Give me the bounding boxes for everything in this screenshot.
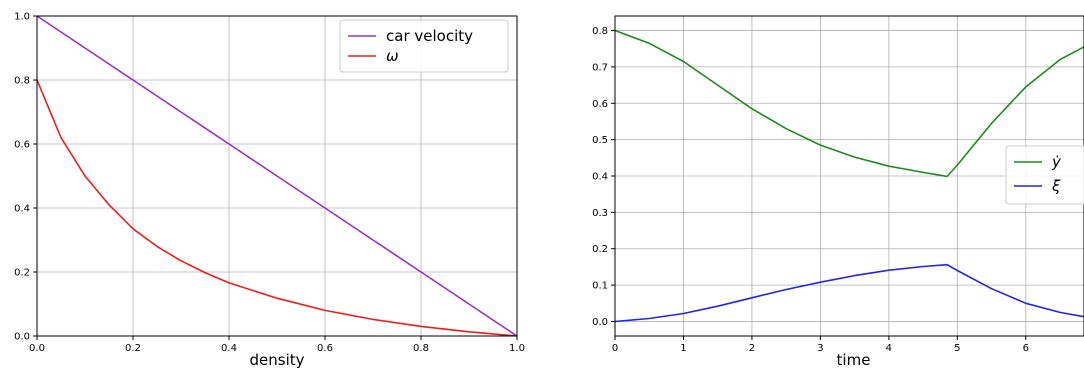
x-tick-label: 0 xyxy=(612,343,618,354)
legend-label: ẏ xyxy=(1051,153,1062,171)
legend-box xyxy=(339,19,509,73)
x-tick-label: 0.2 xyxy=(125,343,141,354)
axes-frame xyxy=(36,15,518,337)
x-tick-label: 1 xyxy=(680,343,686,354)
y-tick-label: 0.5 xyxy=(592,135,608,146)
x-tick-label: 6 xyxy=(1023,343,1029,354)
y-tick-label: 0.2 xyxy=(14,268,30,279)
legend-box xyxy=(1005,145,1084,205)
y-tick-label: 0.0 xyxy=(14,332,30,343)
x-axis-label: time xyxy=(837,351,871,369)
x-axis-label: density xyxy=(250,351,305,369)
x-tick-label: 0.0 xyxy=(29,343,45,354)
y-tick-label: 1.0 xyxy=(14,12,30,23)
legend: ẏξ xyxy=(1005,145,1084,205)
legend: car velocity ω xyxy=(339,19,509,73)
x-tick-label: 4 xyxy=(886,343,892,354)
x-tick-label: 2 xyxy=(749,343,755,354)
y-tick-label: 0.3 xyxy=(592,208,608,219)
x-tick-label: 3 xyxy=(817,343,823,354)
y-tick-label: 0.8 xyxy=(592,26,608,37)
legend-label: car velocity xyxy=(386,27,473,45)
time-chart: 0 1 2 3 4 5 6 0.0 0.1 0.2 0.3 0.4 0.5 0.6 0.7 0.8 time ẏξ xyxy=(592,15,1084,369)
density-chart: 0.0 0.2 0.4 0.6 0.8 1.0 0.0 0.2 0.4 0.6 0.8 1.0 dens… xyxy=(14,12,525,369)
x-tick-label: 0.8 xyxy=(413,343,429,354)
series-line xyxy=(36,15,518,337)
x-tick-label: 5 xyxy=(954,343,960,354)
y-tick-label: 0.0 xyxy=(592,317,608,328)
y-tick-label: 0.1 xyxy=(592,281,608,292)
legend-label: ξ xyxy=(1051,177,1061,195)
x-tick-label: 1.0 xyxy=(509,343,525,354)
y-tick-label: 0.4 xyxy=(14,204,30,215)
legend-label: ω xyxy=(386,47,399,65)
y-tick-label: 0.4 xyxy=(592,172,608,183)
y-tick-label: 0.6 xyxy=(592,99,608,110)
x-tick-label: 0.6 xyxy=(317,343,333,354)
y-tick-label: 0.6 xyxy=(14,140,30,151)
y-tick-label: 0.2 xyxy=(592,244,608,255)
series-line xyxy=(614,29,1084,178)
y-tick-label: 0.8 xyxy=(14,76,30,87)
y-tick-label: 0.7 xyxy=(592,62,608,73)
x-tick-label: 0.4 xyxy=(221,343,237,354)
series-line xyxy=(36,79,518,337)
series-line xyxy=(614,263,1084,323)
